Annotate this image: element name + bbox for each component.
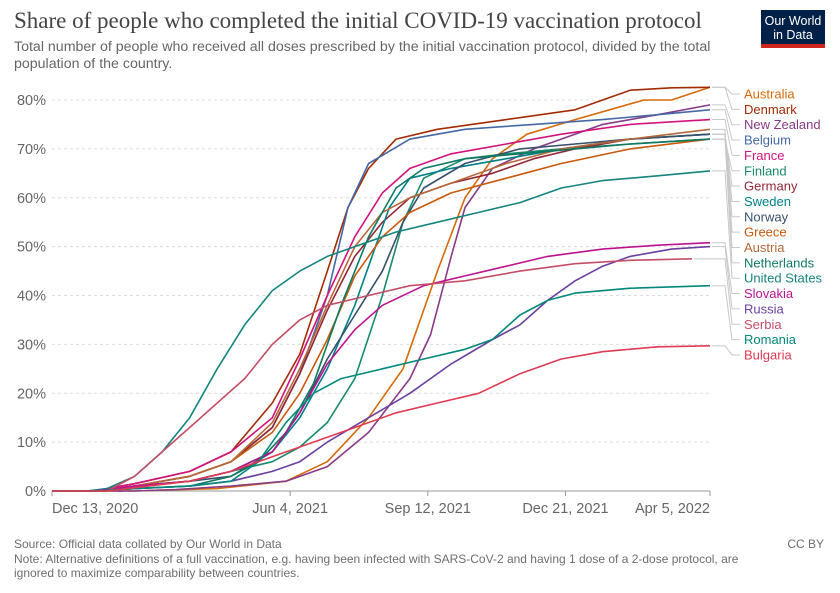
legend-label: Sweden: [744, 194, 791, 209]
legend-label: Austria: [744, 240, 785, 255]
legend-connector: [712, 246, 740, 310]
y-tick-label: 50%: [17, 240, 46, 256]
y-tick-label: 0%: [25, 484, 46, 500]
series-line-austria: [52, 128, 711, 492]
y-tick-label: 20%: [17, 386, 46, 402]
series-line-serbia: [52, 258, 693, 492]
legend-label: Netherlands: [744, 255, 815, 270]
y-tick-label: 60%: [17, 191, 46, 207]
x-tick-label: Jun 4, 2021: [252, 501, 328, 517]
x-tick-label: Sep 12, 2021: [385, 501, 471, 517]
legend-connector: [712, 119, 740, 156]
series-line-germany: [52, 133, 711, 492]
series-line-finland: [52, 138, 711, 492]
legend-label: Finland: [744, 163, 787, 178]
legend-label: Romania: [744, 332, 797, 347]
series-line-new-zealand: [52, 104, 711, 492]
legend-label: Norway: [744, 209, 789, 224]
legend-connector: [712, 109, 740, 141]
legend-connector: [712, 104, 740, 126]
legend-connector: [712, 345, 740, 356]
legend-connector: [712, 133, 740, 218]
legend-label: France: [744, 148, 784, 163]
owid-logo[interactable]: Our World in Data: [761, 10, 825, 48]
series-line-australia: [52, 86, 711, 492]
series-line-france: [52, 118, 711, 492]
series-line-united-states: [52, 170, 711, 492]
source-text: Source: Official data collated by Our Wo…: [14, 537, 282, 551]
legend-label: Serbia: [744, 317, 782, 332]
legend-connector: [694, 258, 740, 325]
series-line-sweden: [52, 133, 711, 492]
logo-line-1: Our World: [764, 14, 822, 28]
legend-label: Russia: [744, 301, 785, 316]
y-tick-label: 30%: [17, 337, 46, 353]
series-line-greece: [52, 138, 711, 492]
series-line-norway: [52, 133, 711, 492]
logo-line-2: in Data: [773, 28, 813, 42]
series-line-romania: [52, 284, 711, 492]
series-line-bulgaria: [52, 345, 711, 492]
logo-accent-bar: [761, 44, 825, 48]
legend-label: Slovakia: [744, 286, 794, 301]
y-tick-label: 40%: [17, 289, 46, 305]
legend-label: Australia: [744, 87, 795, 102]
chart-footer: Source: Official data collated by Our Wo…: [14, 537, 774, 581]
legend-label: Greece: [744, 225, 787, 240]
y-tick-label: 70%: [17, 142, 46, 158]
x-tick-label: Apr 5, 2022: [635, 501, 710, 517]
legend-connector: [712, 128, 740, 248]
legend-connector: [712, 170, 740, 279]
legend-connector: [712, 285, 740, 341]
series-line-netherlands: [52, 138, 711, 492]
legend-label: Denmark: [744, 102, 797, 117]
legend-label: Belgium: [744, 133, 791, 148]
legend-connector: [712, 138, 740, 264]
chart-subtitle: Total number of people who received all …: [14, 39, 711, 72]
y-tick-label: 10%: [17, 435, 46, 451]
legend-label: Bulgaria: [744, 347, 792, 362]
legend-label: United States: [744, 271, 823, 286]
legend-connector: [712, 242, 740, 295]
chart-title: Share of people who completed the initia…: [14, 8, 702, 33]
series-line-slovakia: [52, 241, 711, 492]
note-text: Note: Alternative definitions of a full …: [14, 551, 739, 581]
x-tick-label: Dec 13, 2020: [52, 501, 138, 517]
y-tick-label: 80%: [17, 93, 46, 109]
legend-connector: [712, 86, 740, 110]
license-link[interactable]: CC BY: [787, 537, 824, 551]
legend-label: New Zealand: [744, 117, 821, 132]
legend-label: Germany: [744, 179, 798, 194]
x-tick-label: Dec 21, 2021: [522, 501, 608, 517]
